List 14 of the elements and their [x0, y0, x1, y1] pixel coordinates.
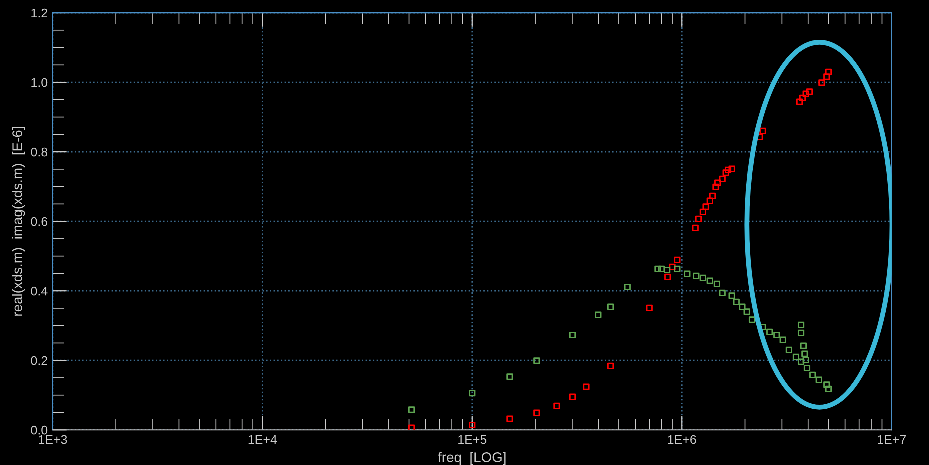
y-tick-label: 0.8 [31, 148, 48, 157]
y-tick-label: 1.2 [32, 8, 48, 18]
y-tick-label: 0.2 [31, 356, 48, 366]
y-tick-label: 0.4 [31, 286, 48, 296]
x-tick-label: 1E+7 [878, 435, 906, 444]
x-tick-label: 1E+3 [39, 435, 68, 444]
y-tick-label: 1.0 [32, 78, 48, 88]
x-tick-label: 1E+4 [248, 435, 278, 444]
y-tick-label: 0.6 [31, 217, 48, 226]
y-tick-label: 0.0 [31, 426, 48, 435]
x-tick-label: 1E+6 [668, 435, 696, 444]
y-axis-title: real(xds.m) imag(xds.m) [E-6] [12, 127, 26, 316]
x-axis-title: freq [LOG] [438, 452, 506, 465]
x-tick-label: 1E+5 [458, 435, 487, 444]
